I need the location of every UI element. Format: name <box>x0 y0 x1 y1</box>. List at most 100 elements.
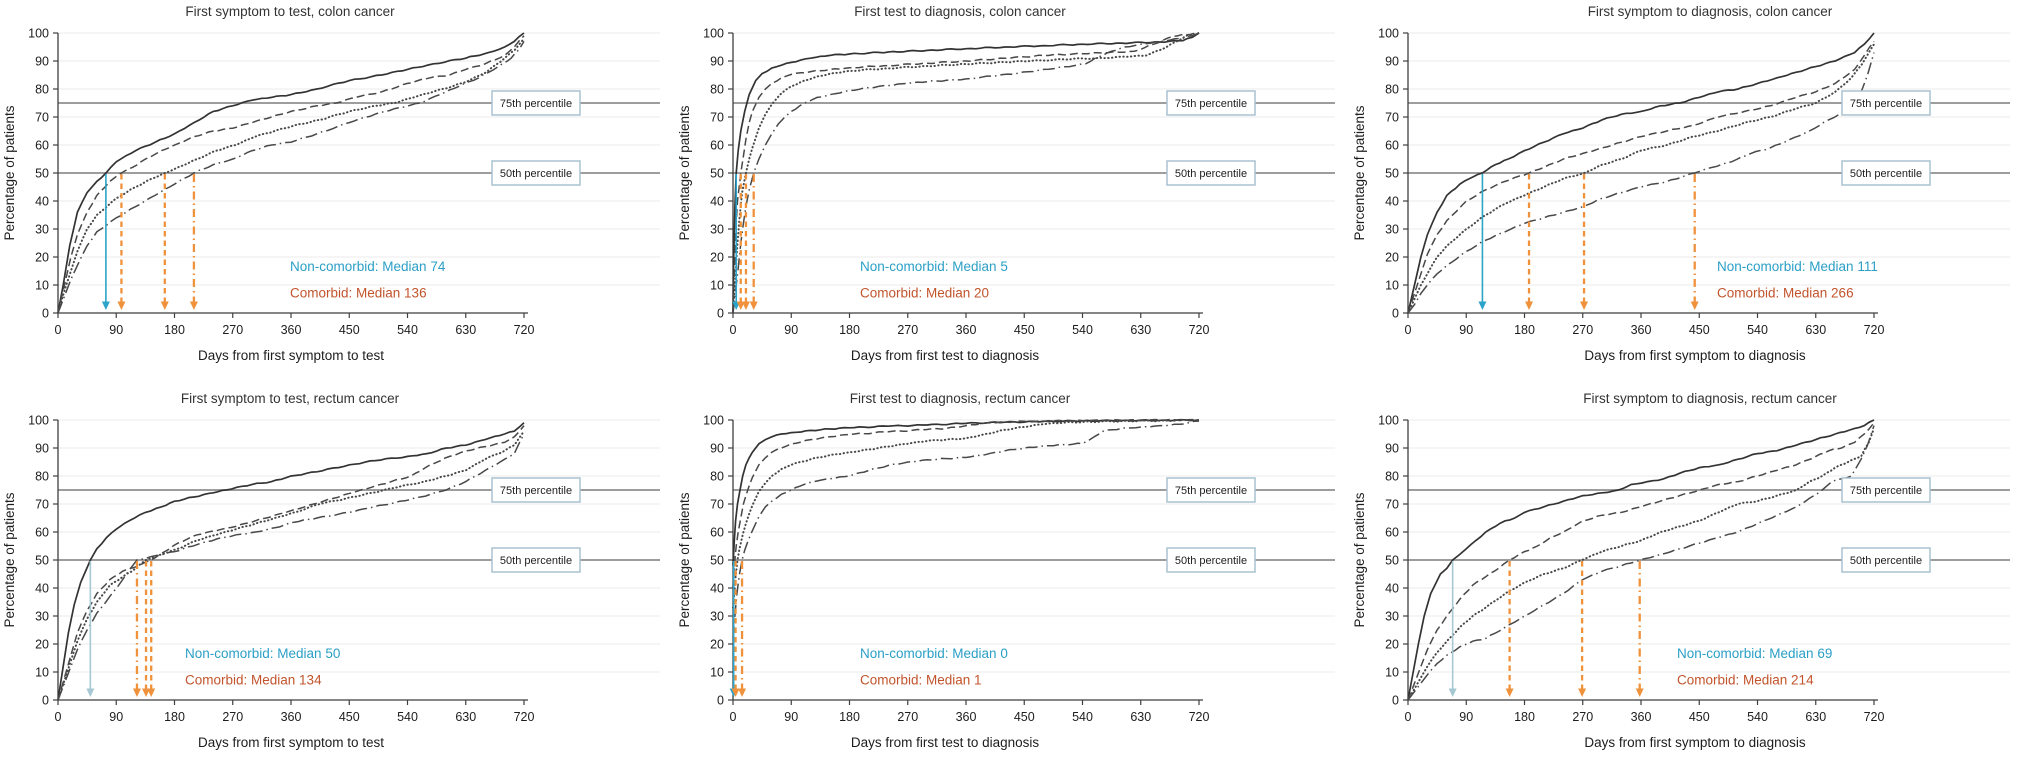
x-tick-label: 540 <box>1747 710 1768 724</box>
x-tick-label: 180 <box>1514 710 1535 724</box>
median-arrowhead <box>147 688 156 697</box>
y-axis-title: Percentage of patients <box>2 105 17 240</box>
y-tick-label: 0 <box>1392 307 1399 321</box>
annotation-non-comorbid: Non-comorbid: Median 0 <box>860 646 1008 661</box>
chart-title: First symptom to diagnosis, rectum cance… <box>1583 391 1837 406</box>
curve-solid <box>732 32 1200 314</box>
percentile-label: 75th percentile <box>1850 485 1922 497</box>
median-arrowhead <box>189 301 198 310</box>
y-tick-label: 40 <box>1385 582 1399 596</box>
y-tick-label: 80 <box>710 470 724 484</box>
percentile-label-box <box>491 477 581 503</box>
median-arrowhead <box>1525 301 1534 310</box>
chart-canvas-symptom-to-test-colon: 0 10 20 30 40 50 60 70 80 90 100 0 90 180 270 360 450 540… <box>2 4 660 363</box>
curve-dashed <box>732 418 1200 589</box>
x-tick-label: 540 <box>397 323 418 337</box>
chart-canvas-test-to-diagnosis-rectum: 0 10 20 30 40 50 60 70 80 90 100 0 90 180 270 360 450 540… <box>677 391 1335 750</box>
curve-dotted <box>732 418 1200 609</box>
percentile-label-box <box>491 90 581 116</box>
median-arrowhead <box>1690 301 1699 310</box>
y-tick-label: 50 <box>1385 167 1399 181</box>
curve-solid <box>732 418 1200 566</box>
y-tick-label: 50 <box>710 167 724 181</box>
x-tick-label: 450 <box>1689 710 1710 724</box>
y-tick-label: 80 <box>35 83 49 97</box>
median-arrowhead <box>160 301 169 310</box>
curve-dotted <box>57 430 525 701</box>
y-tick-label: 50 <box>35 167 49 181</box>
median-arrowhead <box>749 301 758 310</box>
percentile-label-box <box>1166 477 1256 503</box>
y-tick-label: 0 <box>717 694 724 708</box>
y-tick-label: 10 <box>710 666 724 680</box>
x-tick-label: 90 <box>784 710 798 724</box>
x-tick-label: 0 <box>55 323 62 337</box>
y-tick-label: 30 <box>35 610 49 624</box>
x-tick-label: 360 <box>281 710 302 724</box>
y-tick-label: 30 <box>1385 610 1399 624</box>
x-tick-label: 450 <box>1014 710 1035 724</box>
x-tick-label: 90 <box>109 323 123 337</box>
percentile-label-box <box>1166 160 1256 186</box>
percentile-label: 75th percentile <box>1175 485 1247 497</box>
median-arrowhead <box>738 688 747 697</box>
x-tick-label: 180 <box>839 710 860 724</box>
percentile-label-box <box>1166 90 1256 116</box>
annotation-non-comorbid: Non-comorbid: Median 50 <box>185 646 340 661</box>
y-tick-label: 60 <box>710 526 724 540</box>
y-tick-label: 0 <box>717 307 724 321</box>
y-axis-title: Percentage of patients <box>677 492 692 627</box>
x-tick-label: 540 <box>1747 323 1768 337</box>
chart-canvas-test-to-diagnosis-colon: 0 10 20 30 40 50 60 70 80 90 100 0 90 180 270 360 450 540… <box>677 4 1335 363</box>
x-tick-label: 720 <box>514 323 535 337</box>
y-tick-label: 30 <box>710 223 724 237</box>
percentile-label-box <box>491 160 581 186</box>
y-tick-label: 50 <box>1385 554 1399 568</box>
percentile-label-box <box>491 547 581 573</box>
x-tick-label: 90 <box>1459 323 1473 337</box>
percentile-label: 50th percentile <box>1175 168 1247 180</box>
annotation-non-comorbid: Non-comorbid: Median 74 <box>290 259 446 274</box>
y-tick-label: 20 <box>710 638 724 652</box>
y-tick-label: 100 <box>1378 27 1399 41</box>
median-arrowhead <box>1448 688 1457 697</box>
x-tick-label: 270 <box>222 323 243 337</box>
y-tick-label: 70 <box>710 498 724 512</box>
percentile-label: 75th percentile <box>1175 98 1247 110</box>
y-tick-label: 30 <box>1385 223 1399 237</box>
y-tick-label: 10 <box>35 279 49 293</box>
curve-dotted <box>57 37 525 314</box>
annotation-comorbid: Comorbid: Median 1 <box>860 673 982 688</box>
y-tick-label: 0 <box>42 694 49 708</box>
y-tick-label: 20 <box>35 251 49 265</box>
x-tick-label: 0 <box>1405 323 1412 337</box>
x-tick-label: 630 <box>1130 323 1151 337</box>
x-tick-label: 360 <box>1631 323 1652 337</box>
annotation-comorbid: Comorbid: Median 134 <box>185 673 322 688</box>
x-tick-label: 90 <box>1459 710 1473 724</box>
x-tick-label: 180 <box>839 323 860 337</box>
percentile-label-box <box>1841 547 1931 573</box>
chart-canvas-symptom-to-diagnosis-colon: 0 10 20 30 40 50 60 70 80 90 100 0 90 180 270 360 450 540… <box>1352 4 2010 363</box>
y-tick-label: 100 <box>28 27 49 41</box>
median-arrowhead <box>101 301 110 310</box>
x-tick-label: 720 <box>1189 710 1210 724</box>
median-arrowhead <box>741 301 750 310</box>
y-tick-label: 10 <box>1385 666 1399 680</box>
y-tick-label: 60 <box>1385 526 1399 540</box>
y-tick-label: 0 <box>1392 694 1399 708</box>
curve-dashdot <box>57 41 525 314</box>
percentile-label: 75th percentile <box>500 485 572 497</box>
x-axis-title: Days from first symptom to diagnosis <box>1584 348 1806 363</box>
x-axis-title: Days from first symptom to test <box>198 735 384 750</box>
annotation-non-comorbid: Non-comorbid: Median 111 <box>1717 259 1878 274</box>
chart-test-to-diagnosis-colon: 0 10 20 30 40 50 60 70 80 90 100 0 90 180 270 360 450 540… <box>675 0 1350 387</box>
y-axis-title: Percentage of patients <box>677 105 692 240</box>
y-tick-label: 40 <box>710 195 724 209</box>
y-tick-label: 100 <box>703 27 724 41</box>
median-arrowhead <box>736 301 745 310</box>
percentile-label: 50th percentile <box>1850 555 1922 567</box>
percentile-label: 75th percentile <box>500 98 572 110</box>
percentile-label: 50th percentile <box>500 168 572 180</box>
y-axis-title: Percentage of patients <box>2 492 17 627</box>
